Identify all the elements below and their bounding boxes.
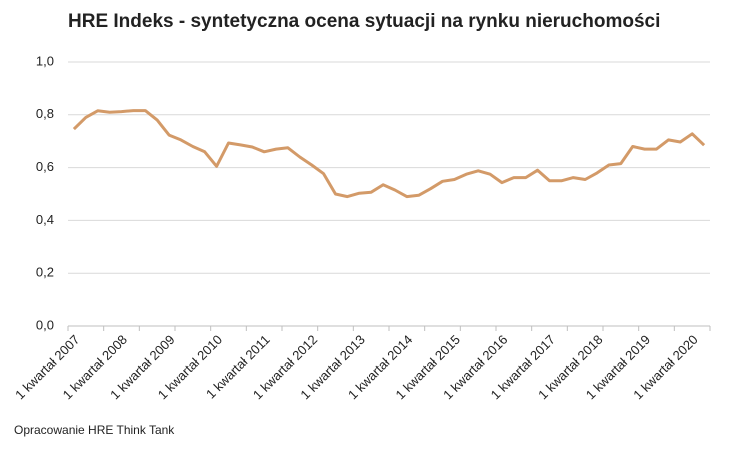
source-note: Opracowanie HRE Think Tank [14,423,175,437]
y-tick-label: 0,0 [36,317,54,332]
y-tick-label: 0,2 [36,265,54,280]
chart-title: HRE Indeks - syntetyczna ocena sytuacji … [68,11,660,32]
y-tick-label: 1,0 [36,53,54,68]
y-tick-label: 0,4 [36,212,54,227]
y-tick-label: 0,8 [36,106,54,121]
data-line [72,109,706,199]
y-tick-label: 0,6 [36,159,54,174]
